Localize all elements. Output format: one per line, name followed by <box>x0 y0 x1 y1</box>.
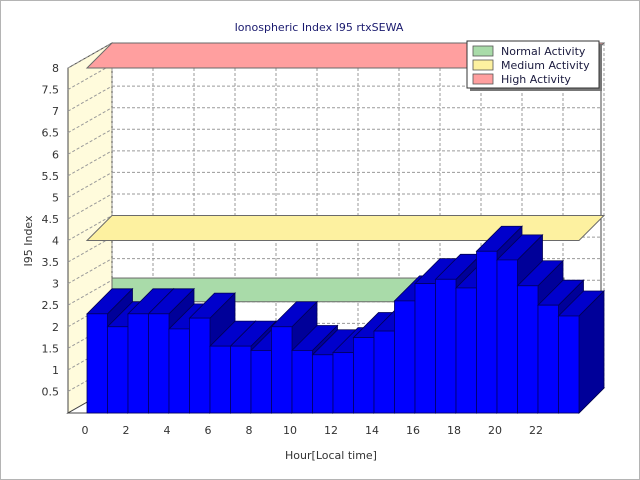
bar <box>557 290 605 414</box>
bar-front <box>435 278 457 414</box>
y-gridline-side <box>67 258 113 285</box>
y-tick-label: 3.5 <box>42 256 60 269</box>
bar-front <box>86 313 108 414</box>
y-gridline-side <box>67 107 113 134</box>
bar-front <box>271 326 293 414</box>
bar-front <box>148 313 170 414</box>
y-gridline-side <box>67 236 113 263</box>
y-tick-label: 6.5 <box>42 127 60 140</box>
y-gridline-side <box>67 215 113 241</box>
x-tick-label: 10 <box>283 424 297 437</box>
legend-label: High Activity <box>501 73 571 86</box>
bar-front <box>537 304 559 414</box>
y-tick-label: 7 <box>52 105 59 118</box>
x-tick-label: 16 <box>406 424 420 437</box>
bar-front <box>127 313 149 414</box>
y-tick-label: 2.5 <box>42 299 60 312</box>
bar-front <box>558 315 580 414</box>
y-tick-label: 4 <box>52 235 59 248</box>
x-tick-label: 6 <box>205 424 212 437</box>
bar-front <box>414 283 436 414</box>
x-tick-label: 4 <box>164 424 171 437</box>
y-gridline-side <box>67 85 113 112</box>
legend-swatch <box>472 73 494 85</box>
bar-front <box>291 350 313 414</box>
y-tick-label: 7.5 <box>42 84 60 97</box>
y-tick-label: 1 <box>52 364 59 377</box>
x-tick-label: 20 <box>488 424 502 437</box>
x-tick-label: 18 <box>447 424 461 437</box>
bar-front <box>476 250 498 414</box>
y-gridline-side <box>67 128 113 155</box>
y-gridline-side <box>67 42 113 69</box>
y-tick-label: 2 <box>52 321 59 334</box>
bar-front <box>517 285 539 414</box>
x-tick-label: 8 <box>246 424 253 437</box>
y-tick-label: 3 <box>52 278 59 291</box>
x-tick-label: 22 <box>529 424 543 437</box>
band-medium-activity <box>85 215 606 241</box>
bar-front <box>455 287 477 414</box>
bar-front <box>230 345 252 414</box>
y-gridline-side <box>67 150 113 177</box>
plot-area: 0.5 1 1.5 2 2.5 3 3.5 4 4.5 5 5.5 6 6.5 7 7.5 8 0 2 4 6 8 10 1… <box>42 42 606 437</box>
bar-front <box>250 350 272 414</box>
legend-swatch <box>472 45 494 57</box>
x-tick-label: 2 <box>123 424 130 437</box>
y-tick-label: 4.5 <box>42 213 60 226</box>
y-tick-label: 8 <box>52 62 59 75</box>
x-tick-label: 12 <box>324 424 338 437</box>
legend-label: Normal Activity <box>501 45 586 58</box>
bar-front <box>209 345 231 414</box>
bar-front <box>332 352 354 414</box>
bar-front <box>394 300 416 414</box>
y-tick-label: 6 <box>52 148 59 161</box>
x-tick-label: 0 <box>82 424 89 437</box>
y-gridline-side <box>67 279 113 306</box>
y-gridline-side <box>67 64 113 90</box>
y-tick-label: 0.5 <box>42 385 60 398</box>
y-gridline-side <box>67 193 113 220</box>
bar-front <box>373 330 395 414</box>
legend-label: Medium Activity <box>501 59 590 72</box>
legend-swatch <box>472 59 494 71</box>
bar-front <box>496 259 518 414</box>
x-axis-label: Hour[Local time] <box>285 449 377 462</box>
bar-front <box>312 354 334 414</box>
y-axis-label: I95 Index <box>22 215 35 267</box>
y-gridline-side <box>67 171 113 198</box>
y-tick-label: 5.5 <box>42 170 60 183</box>
bar-front <box>168 328 190 414</box>
bar-front <box>189 317 211 414</box>
y-tick-label: 5 <box>52 191 59 204</box>
chart-title: Ionospheric Index I95 rtxSEWA <box>235 21 404 34</box>
bar-front <box>107 326 129 414</box>
y-tick-label: 1.5 <box>42 342 60 355</box>
x-tick-label: 14 <box>365 424 379 437</box>
bar-front <box>353 337 375 414</box>
